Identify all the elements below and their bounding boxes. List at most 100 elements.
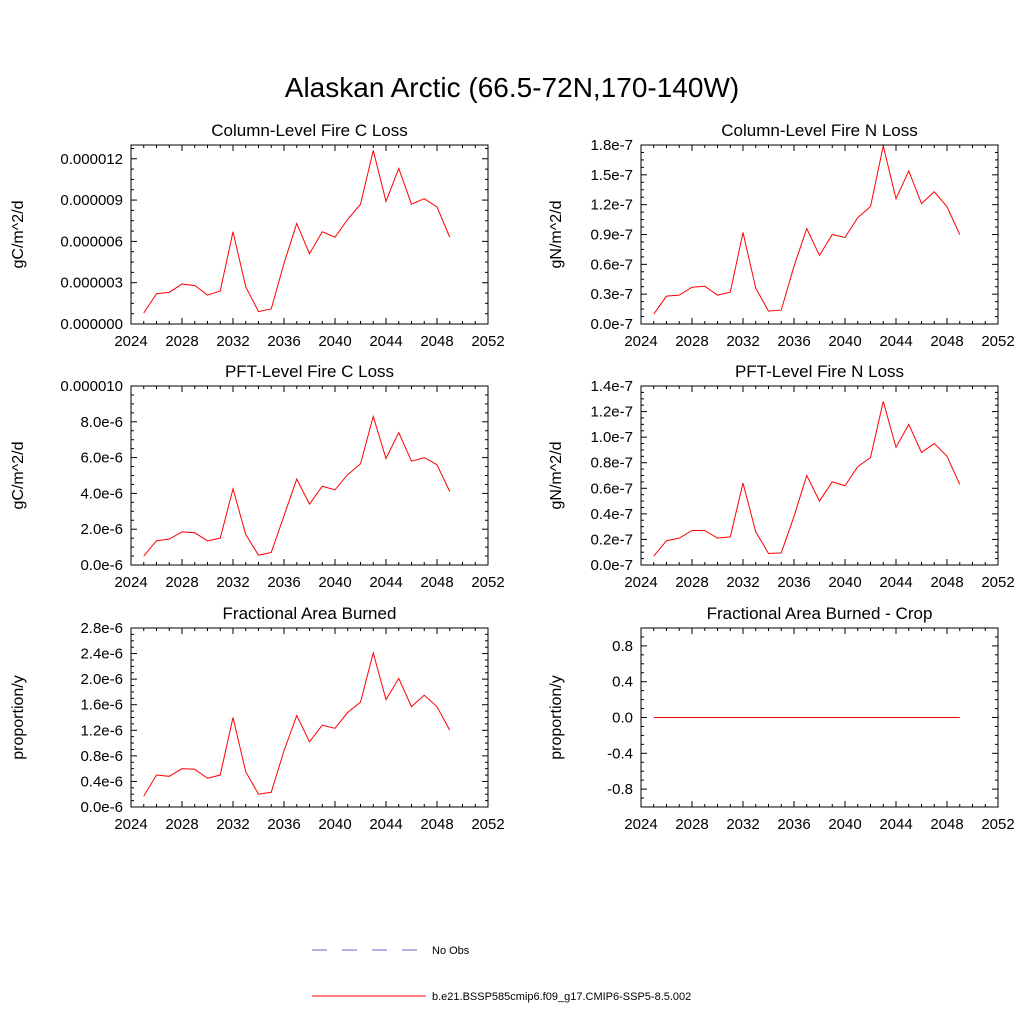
- x-tick-label: 2024: [624, 816, 657, 833]
- x-tick-label: 2040: [318, 574, 351, 591]
- x-tick-label: 2036: [777, 574, 810, 591]
- x-tick-label: 2044: [369, 333, 402, 350]
- legend-obs-label: No Obs: [432, 945, 470, 957]
- y-tick-label: 0.6e-7: [590, 256, 633, 273]
- series-line: [143, 150, 451, 314]
- figure-title: Alaskan Arctic (66.5-72N,170-140W): [284, 72, 740, 103]
- y-tick-label: 0.8e-7: [590, 455, 633, 472]
- y-tick-label: 0.000009: [60, 192, 123, 209]
- panel-title: Fractional Area Burned: [223, 604, 397, 623]
- x-tick-label: 2052: [981, 333, 1014, 350]
- plot-frame: [640, 144, 999, 325]
- x-tick-label: 2052: [981, 574, 1014, 591]
- x-tick-label: 2036: [267, 333, 300, 350]
- panel-title: Fractional Area Burned - Crop: [707, 604, 933, 623]
- panel-5: Fractional Area Burned 2024 2028 2032 2036 20…: [10, 604, 505, 833]
- x-tick-label: 2052: [471, 574, 504, 591]
- y-tick-label: 2.4e-6: [80, 646, 123, 663]
- y-tick-label: 2.0e-6: [80, 671, 123, 688]
- x-tick-label: 2048: [420, 816, 453, 833]
- y-tick-label: 1.2e-6: [80, 722, 123, 739]
- y-tick-label: 6.0e-6: [80, 450, 123, 467]
- series-line: [143, 650, 451, 797]
- y-tick-label: 0.8: [612, 638, 633, 655]
- y-tick-label: 0.3e-7: [590, 286, 633, 303]
- x-tick-label: 2028: [165, 574, 198, 591]
- y-tick-label: -0.8: [607, 781, 633, 798]
- x-tick-label: 2036: [777, 816, 810, 833]
- y-tick-label: 2.8e-6: [80, 620, 123, 637]
- x-tick-label: 2024: [114, 816, 147, 833]
- y-tick-label: 0.6e-7: [590, 480, 633, 497]
- x-tick-label: 2032: [726, 574, 759, 591]
- x-tick-label: 2028: [165, 333, 198, 350]
- x-tick-label: 2040: [318, 816, 351, 833]
- x-tick-label: 2040: [828, 333, 861, 350]
- panel-6: Fractional Area Burned - Crop 2024 2028 203…: [548, 604, 1015, 833]
- y-tick-label: 1.8e-7: [590, 137, 633, 154]
- x-tick-label: 2024: [624, 333, 657, 350]
- y-axis-label: proportion/y: [10, 675, 27, 760]
- legend: No Obs b.e21.BSSP585cmip6.f09_g17.CMIP6-…: [312, 945, 691, 1003]
- y-tick-label: 0.0e-7: [590, 557, 633, 574]
- series-line: [653, 145, 961, 315]
- panel-4: PFT-Level Fire N Loss 2024 2028 2032 2036 204…: [548, 362, 1015, 591]
- y-tick-label: 0.0e-6: [80, 557, 123, 574]
- y-tick-label: 4.0e-6: [80, 485, 123, 502]
- y-tick-label: 1.4e-7: [590, 378, 633, 395]
- y-tick-label: 0.0e-7: [590, 316, 633, 333]
- x-tick-label: 2028: [675, 816, 708, 833]
- x-tick-label: 2048: [420, 333, 453, 350]
- x-tick-label: 2028: [675, 333, 708, 350]
- x-tick-label: 2052: [471, 333, 504, 350]
- y-tick-label: 0.8e-6: [80, 748, 123, 765]
- y-tick-label: 0.000006: [60, 233, 123, 250]
- panel-1: Column-Level Fire C Loss 2024 2028 2032 2036…: [10, 121, 505, 350]
- y-axis-label: gC/m^2/d: [10, 201, 27, 269]
- y-tick-label: 0.0e-6: [80, 799, 123, 816]
- y-tick-label: 0.4e-6: [80, 773, 123, 790]
- y-axis-label: proportion/y: [548, 675, 565, 760]
- y-tick-label: 1.2e-7: [590, 197, 633, 214]
- panel-title: PFT-Level Fire N Loss: [735, 362, 904, 381]
- x-tick-label: 2040: [318, 333, 351, 350]
- panel-title: Column-Level Fire N Loss: [721, 121, 918, 140]
- y-tick-label: 0.000003: [60, 275, 123, 292]
- y-tick-label: 0.000012: [60, 151, 123, 168]
- panel-title: PFT-Level Fire C Loss: [225, 362, 394, 381]
- panel-2: Column-Level Fire N Loss 2024 2028 2032 2036…: [548, 121, 1015, 350]
- y-axis-label: gN/m^2/d: [548, 201, 565, 269]
- y-tick-label: 0.9e-7: [590, 227, 633, 244]
- x-tick-label: 2040: [828, 574, 861, 591]
- x-tick-label: 2032: [216, 333, 249, 350]
- panel-3: PFT-Level Fire C Loss 2024 2028 2032 2036 204…: [10, 362, 505, 591]
- x-tick-label: 2048: [930, 816, 963, 833]
- series-line: [653, 401, 961, 557]
- x-tick-label: 2036: [267, 816, 300, 833]
- y-tick-label: 0.4e-7: [590, 506, 633, 523]
- x-tick-label: 2044: [879, 574, 912, 591]
- x-tick-label: 2036: [267, 574, 300, 591]
- x-tick-label: 2032: [216, 574, 249, 591]
- y-tick-label: 1.2e-7: [590, 404, 633, 421]
- y-tick-label: 0.000000: [60, 316, 123, 333]
- y-axis-label: gC/m^2/d: [10, 442, 27, 510]
- x-tick-label: 2028: [165, 816, 198, 833]
- y-tick-label: 0.000010: [60, 378, 123, 395]
- x-tick-label: 2044: [369, 574, 402, 591]
- legend-model-label: b.e21.BSSP585cmip6.f09_g17.CMIP6-SSP5-8.…: [432, 991, 691, 1003]
- series-line: [143, 414, 451, 557]
- y-tick-label: 0.0: [612, 710, 633, 727]
- plot-frame: [130, 627, 489, 808]
- panel-title: Column-Level Fire C Loss: [211, 121, 408, 140]
- x-tick-label: 2044: [369, 816, 402, 833]
- x-tick-label: 2036: [777, 333, 810, 350]
- x-tick-label: 2052: [471, 816, 504, 833]
- panels-group: Column-Level Fire C Loss 2024 2028 2032 2036…: [10, 121, 1015, 833]
- x-tick-label: 2040: [828, 816, 861, 833]
- x-tick-label: 2028: [675, 574, 708, 591]
- y-tick-label: -0.4: [607, 745, 633, 762]
- x-tick-label: 2052: [981, 816, 1014, 833]
- y-tick-label: 0.2e-7: [590, 531, 633, 548]
- x-tick-label: 2048: [930, 574, 963, 591]
